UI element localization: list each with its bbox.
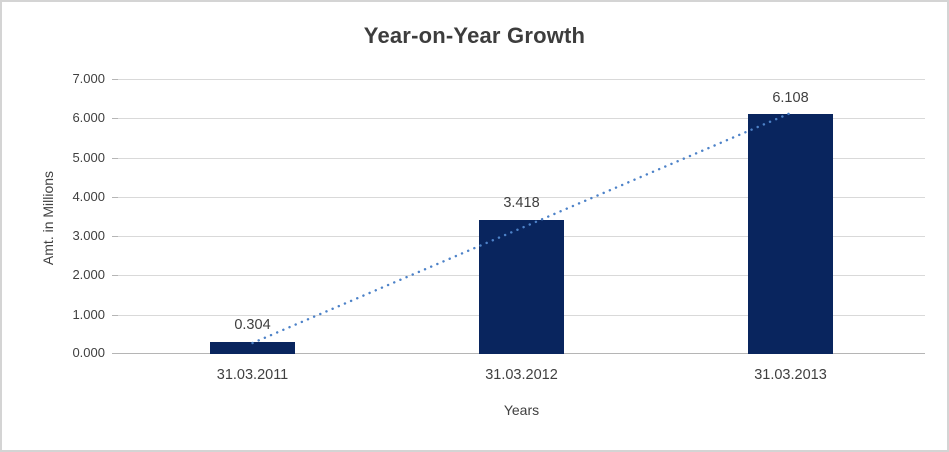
y-tick-label: 1.000 [72, 306, 105, 322]
category-label-2012: 31.03.2012 [485, 367, 558, 383]
bar-value-label: 0.304 [234, 317, 271, 333]
y-tick-label: 7.000 [72, 71, 105, 86]
plot-area: 7.000 6.000 5.000 4.000 3.000 2.000 1.00… [72, 71, 925, 383]
y-axis-tick [112, 118, 118, 120]
chart-title: Year-on-Year Growth [363, 23, 586, 48]
bar-2012[interactable] [479, 220, 564, 354]
x-axis-title: Years [503, 402, 540, 418]
y-tick-label: 6.000 [72, 110, 105, 126]
category-label-2013: 31.03.2013 [754, 367, 827, 383]
y-axis-tick [112, 157, 118, 159]
y-axis-tick [112, 236, 118, 238]
category-label-2011: 31.03.2011 [216, 367, 289, 383]
y-tick-label: 2.000 [72, 267, 105, 283]
y-axis-tick [112, 314, 118, 316]
bar-value-label: 3.418 [503, 195, 540, 211]
y-tick-label: 4.000 [72, 188, 105, 204]
y-axis-tick [112, 275, 118, 277]
gridline-7 [118, 79, 925, 80]
y-tick-label: 5.000 [72, 149, 105, 165]
y-axis-tick [112, 79, 118, 80]
y-axis-title: Amt. in Millions [40, 170, 56, 266]
bar-value-label: 6.108 [772, 90, 809, 106]
y-tick-label: 3.000 [72, 228, 105, 244]
y-tick-label: 0.000 [72, 345, 105, 360]
bar-2013[interactable] [748, 114, 833, 354]
bar-2011[interactable] [210, 342, 295, 354]
y-axis-tick [112, 353, 118, 354]
y-axis-tick [112, 196, 118, 198]
